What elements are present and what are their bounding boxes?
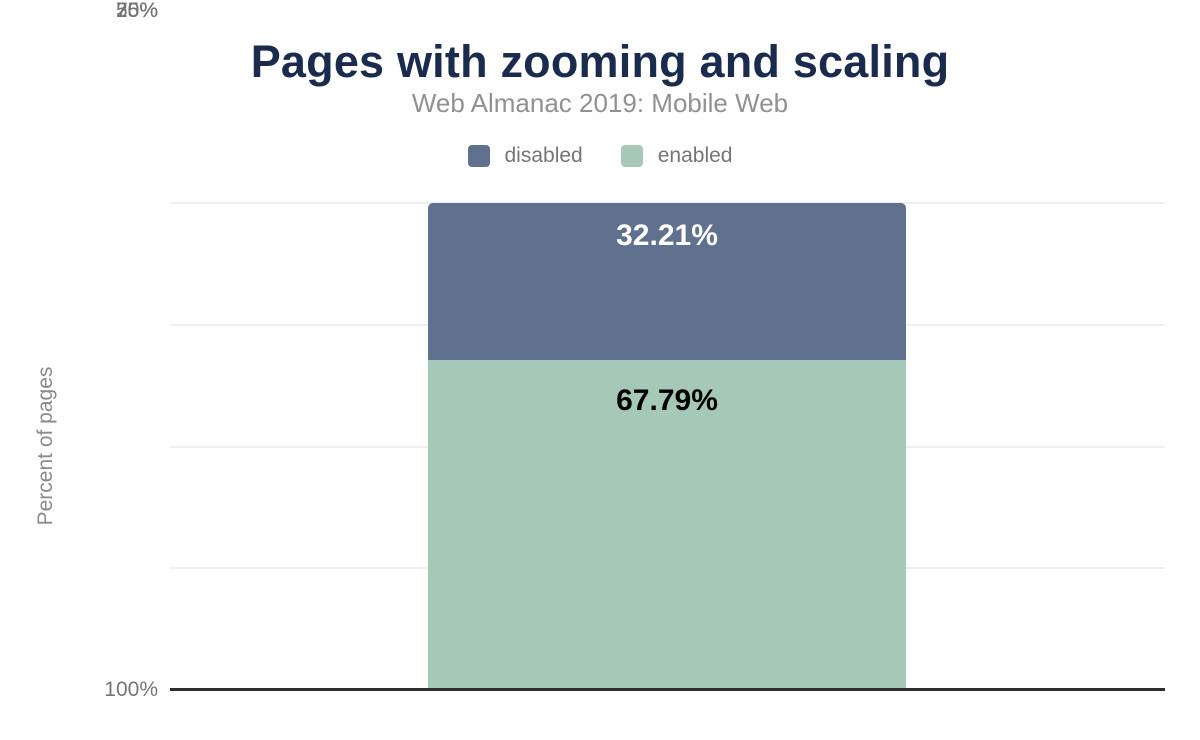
y-tick-50: 50% [115,0,158,22]
bar-segment-enabled: 67.79% [428,359,906,690]
y-tick-100: 100% [104,678,158,701]
x-axis-line [170,688,1165,691]
y-axis-title: Percent of pages [34,366,57,526]
legend-item-disabled: disabled [467,144,583,168]
y-tick-75: 75% [115,0,158,22]
plot-area: 32.21% 67.79% [170,202,1165,690]
legend-label-disabled: disabled [504,144,583,167]
legend-swatch-disabled [467,145,490,167]
bar-segment-disabled: 32.21% [428,203,906,360]
chart-subtitle: Web Almanac 2019: Mobile Web [411,88,789,118]
bar-label-disabled: 32.21% [616,219,718,252]
legend-label-enabled: enabled [657,144,733,167]
legend: disabled enabled [0,144,1200,168]
legend-swatch-enabled [620,145,643,167]
legend-item-enabled: enabled [620,144,733,168]
stacked-bar: 32.21% 67.79% [428,203,906,690]
y-tick-25: 25% [115,0,158,22]
bar-label-enabled: 67.79% [616,383,718,417]
chart-title: Pages with zooming and scaling [250,36,950,87]
y-tick-0: 0% [127,0,158,22]
